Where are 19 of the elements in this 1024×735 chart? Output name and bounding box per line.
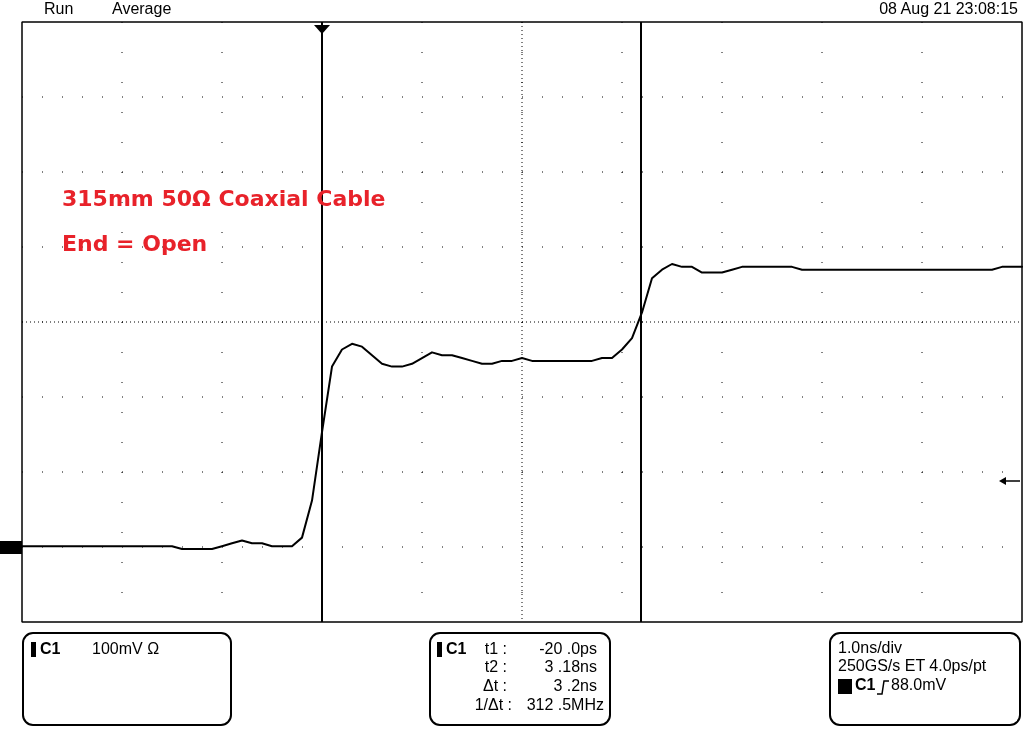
text: 08 Aug 21 23:08:15 (879, 0, 1019, 17)
text: Average (112, 0, 172, 17)
text: 1/Δt : (474, 696, 512, 713)
text: C1 (40, 640, 61, 657)
text: 1.0ns/div (838, 639, 903, 656)
text: 312 .5MHz (526, 696, 604, 713)
chart-subtitle: End = Open (62, 231, 208, 256)
text: C1 (446, 640, 467, 657)
text: 250GS/s ET 4.0ps/pt (838, 657, 987, 674)
text: -20 .0ps (539, 640, 597, 657)
text: C1 (855, 676, 876, 693)
text: t1 : (484, 640, 507, 657)
text: Run (44, 0, 74, 17)
text: 3 .18ns (544, 658, 597, 675)
text: t2 : (484, 658, 507, 675)
text: Δt : (482, 677, 507, 694)
text: 88.0mV (891, 676, 947, 693)
text: 100mV Ω (92, 640, 160, 657)
text: 3 .2ns (553, 677, 597, 694)
